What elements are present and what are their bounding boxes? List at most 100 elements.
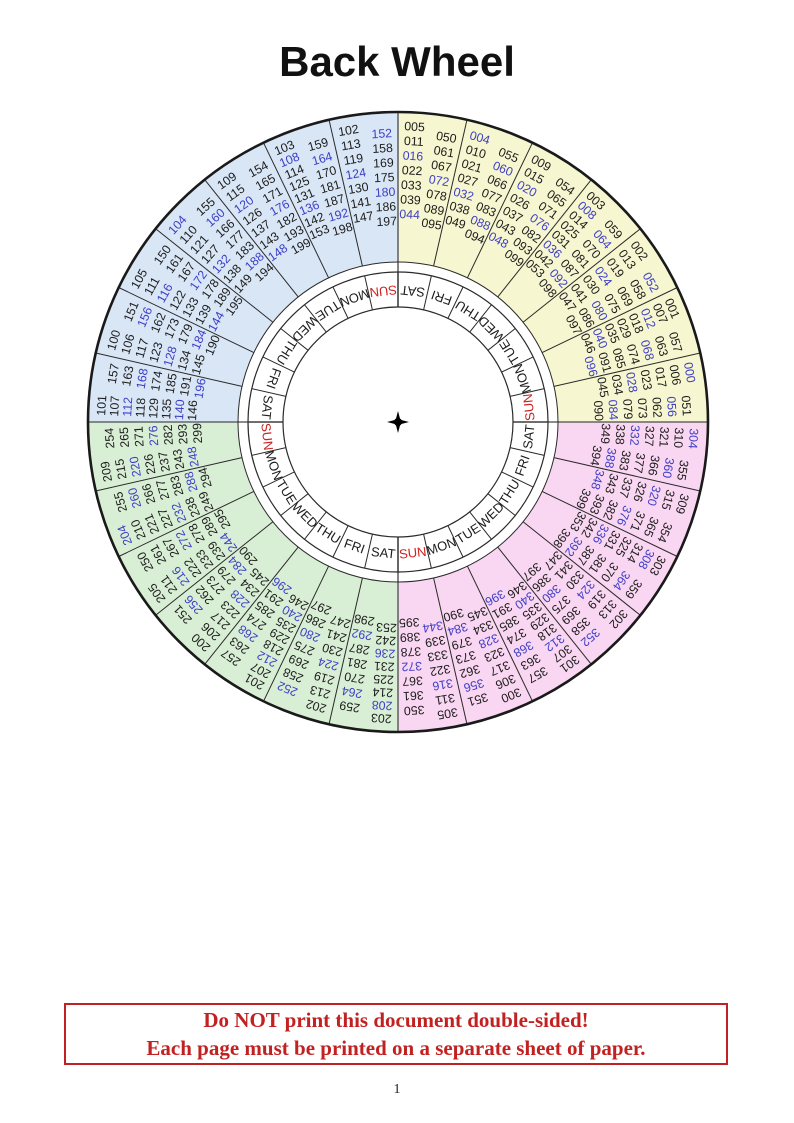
year-number: 316 [431,676,454,693]
day-cell-divider [469,304,492,333]
year-number: 123 [147,340,166,364]
day-label: MON [262,449,286,483]
year-number: 288 [181,470,200,494]
segment-divider [433,577,468,725]
year-number: 187 [323,191,347,210]
year-number: 039 [400,192,421,207]
day-cell-divider [501,356,534,373]
day-cell-divider [469,511,492,540]
year-number: 191 [177,374,194,397]
year-number: 050 [435,129,458,146]
day-cell-divider [447,286,464,319]
year-number: 310 [671,427,686,448]
year-number: 170 [314,163,338,182]
day-cell-divider [487,493,516,516]
segment-divider [553,352,701,387]
segment-divider [553,457,701,492]
year-number: 168 [134,367,151,390]
year-number: 259 [338,698,361,715]
year-number: 266 [139,482,158,506]
year-number: 085 [609,347,628,371]
year-number: 388 [602,447,619,470]
warning-box: Do NOT print this document double-sided!… [64,1003,728,1065]
day-cell-divider [510,388,545,397]
year-number: 225 [373,672,394,687]
year-number: 117 [133,337,152,360]
year-number: 367 [402,673,423,688]
year-number: 091 [595,351,614,375]
segment-divider [95,352,243,387]
year-number: 384 [446,619,470,638]
day-label: SAT [370,544,396,562]
year-number: 202 [304,697,328,716]
year-number: 265 [117,427,132,448]
year-number: 107 [107,395,122,416]
segment-divider [522,521,641,616]
year-number: 033 [401,178,422,193]
year-number: 118 [133,397,148,418]
year-number: 102 [337,122,360,139]
day-label: SUN [520,393,538,422]
year-number: 350 [403,703,424,718]
year-number: 383 [616,449,633,472]
year-number: 157 [105,362,122,385]
year-number: 017 [652,366,669,389]
page-number: 1 [393,1082,401,1097]
year-number: 243 [170,448,187,471]
year-number: 027 [456,171,480,190]
year-number: 220 [127,455,144,478]
year-number: 343 [602,472,621,496]
year-number: 390 [442,605,466,624]
year-number: 198 [331,220,355,239]
warning-line-2: Each page must be printed on a separate … [146,1036,646,1060]
wheel-outer-border [86,110,710,734]
year-number: 241 [324,626,348,645]
year-number: 320 [644,484,663,508]
year-number: 061 [433,143,456,160]
year-number: 224 [316,654,340,673]
number-ring-inner-border [237,261,559,583]
year-number: 348 [588,468,607,492]
year-number: 113 [340,136,362,153]
day-cell-divider [262,356,295,373]
day-cell-divider [304,511,327,540]
segment-divider [541,490,678,557]
year-number: 112 [120,396,135,417]
year-number: 379 [450,633,474,652]
year-number: 169 [373,155,394,170]
warning-line-1: Do NOT print this document double-sided! [203,1008,589,1032]
day-label: FRI [512,453,533,478]
year-number: 230 [320,640,344,659]
year-number: 287 [348,640,371,657]
day-cell-divider [423,275,432,310]
day-cell-divider [364,534,373,569]
year-number: 271 [131,426,146,447]
year-number: 270 [343,669,366,686]
year-number: 226 [141,453,158,476]
segment-divider [118,287,255,354]
year-number: 378 [400,644,421,659]
year-number: 045 [594,376,611,399]
year-number: 344 [421,618,444,635]
segment-divider [497,546,592,665]
segment-divider [204,179,299,298]
year-number: 074 [624,342,643,366]
year-number: 034 [609,373,626,396]
year-number: 362 [458,662,482,681]
day-label: MON [425,534,459,558]
year-number: 248 [185,445,202,468]
year-number: 032 [452,185,476,204]
year-number: 010 [464,142,488,161]
segment-divider [433,119,468,267]
day-cell-divider [501,471,534,488]
year-number: 209 [98,460,115,483]
year-number: 264 [341,684,364,701]
year-number: 197 [376,214,397,229]
year-number: 106 [118,332,137,356]
day-cell-divider [447,525,464,558]
page-title: Back Wheel [279,38,515,85]
year-number: 351 [466,690,490,709]
year-number: 158 [372,141,393,156]
year-number: 164 [310,149,334,168]
year-number: 247 [329,612,353,631]
